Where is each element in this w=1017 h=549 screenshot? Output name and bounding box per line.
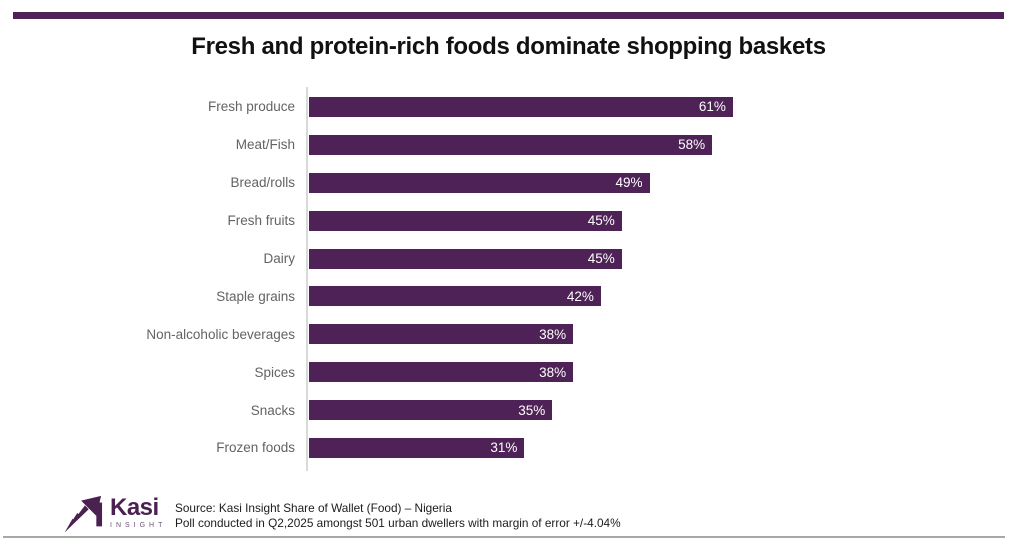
bar-track: 31%	[309, 437, 1017, 458]
category-label: Staple grains	[216, 288, 295, 304]
chart-row: Staple grains 42%	[0, 277, 1017, 315]
bar-track: 45%	[309, 248, 1017, 269]
category-label: Spices	[254, 364, 295, 380]
bar: 45%	[309, 248, 622, 269]
bar-track: 35%	[309, 400, 1017, 421]
bar: 58%	[309, 134, 713, 155]
chart-title: Fresh and protein-rich foods dominate sh…	[191, 33, 826, 60]
chart-row: Meat/Fish 58%	[0, 126, 1017, 164]
chart-row: Snacks 35%	[0, 391, 1017, 429]
source-text: Source: Kasi Insight Share of Wallet (Fo…	[175, 501, 621, 530]
chart-row: Non-alcoholic beverages 38%	[0, 315, 1017, 353]
category-label: Non-alcoholic beverages	[146, 326, 295, 342]
y-axis-line	[306, 87, 308, 471]
bar-value-label: 31%	[490, 440, 518, 456]
bar-value-label: 49%	[615, 175, 643, 191]
bar-value-label: 38%	[539, 364, 567, 380]
top-accent-bar	[13, 12, 1004, 19]
bar-value-label: 61%	[698, 99, 726, 115]
category-label: Bread/rolls	[230, 175, 295, 191]
bar: 38%	[309, 324, 574, 345]
bar-track: 49%	[309, 172, 1017, 193]
bar-value-label: 58%	[678, 137, 706, 153]
bottom-divider-line	[3, 536, 1005, 538]
bar: 49%	[309, 172, 650, 193]
chart-row: Fresh produce 61%	[0, 88, 1017, 126]
bar-track: 61%	[309, 96, 1017, 117]
bar-value-label: 35%	[518, 402, 546, 418]
bar-chart: Fresh produce 61% Meat/Fish 58% Bread/ro…	[0, 87, 1017, 471]
category-label: Meat/Fish	[235, 137, 295, 153]
chart-row: Bread/rolls 49%	[0, 164, 1017, 202]
bar: 45%	[309, 210, 622, 231]
kasi-insight-logo: Kasi INSIGHT	[62, 494, 166, 534]
logo-name: Kasi	[110, 494, 159, 521]
bar: 38%	[309, 362, 574, 383]
bar-track: 58%	[309, 134, 1017, 155]
bar-value-label: 45%	[587, 213, 615, 229]
category-label: Snacks	[250, 402, 295, 418]
source-line-1: Source: Kasi Insight Share of Wallet (Fo…	[175, 501, 452, 515]
bar: 31%	[309, 437, 525, 458]
chart-row: Dairy 45%	[0, 240, 1017, 278]
category-label: Fresh fruits	[227, 213, 295, 229]
chart-row: Frozen foods 31%	[0, 429, 1017, 467]
bar: 61%	[309, 96, 733, 117]
logo-text-block: Kasi INSIGHT	[110, 494, 167, 530]
bar-value-label: 45%	[587, 251, 615, 266]
logo-subname: INSIGHT	[110, 522, 167, 529]
category-label: Frozen foods	[216, 440, 295, 456]
bar-track: 45%	[309, 210, 1017, 231]
chart-rows: Fresh produce 61% Meat/Fish 58% Bread/ro…	[0, 88, 1017, 467]
bar: 35%	[309, 400, 553, 421]
bar-value-label: 42%	[566, 288, 594, 304]
bar: 42%	[309, 286, 601, 307]
bar-value-label: 38%	[539, 326, 567, 342]
bar-track: 42%	[309, 286, 1017, 307]
category-label: Fresh produce	[207, 99, 295, 115]
chart-row: Spices 38%	[0, 353, 1017, 391]
category-label: Dairy	[263, 251, 295, 266]
bar-track: 38%	[309, 362, 1017, 383]
source-line-2: Poll conducted in Q2,2025 amongst 501 ur…	[175, 515, 621, 530]
bar-track: 38%	[309, 324, 1017, 345]
kasi-arrow-icon	[64, 495, 103, 533]
chart-row: Fresh fruits 45%	[0, 202, 1017, 240]
